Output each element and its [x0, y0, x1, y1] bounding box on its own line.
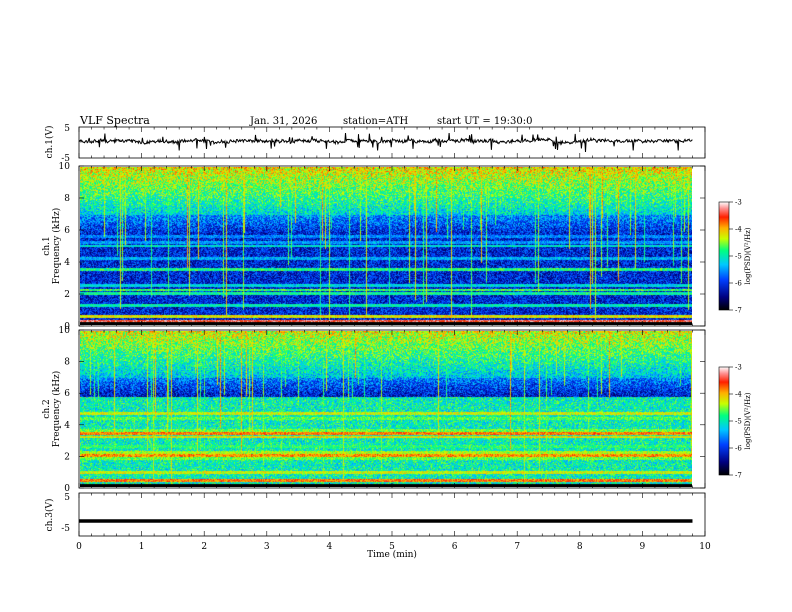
date-label: Jan. 31, 2026 [249, 116, 317, 127]
ch1-spectrogram-ytick-label: 10 [59, 162, 71, 172]
ch1-spectrogram-ytick-label: 0 [64, 322, 70, 332]
ch1-spectrogram-ytick-label: 4 [64, 258, 70, 268]
time-tick-label: 3 [264, 542, 270, 552]
ch2-spectrogram-ylabel-channel: ch.2 [42, 399, 52, 418]
ch3-ytick-5: 5 [64, 493, 70, 503]
ch1-ytick-neg5: -5 [61, 154, 70, 164]
ch2-spectrogram-ytick-label: 8 [64, 358, 70, 368]
ch2-spectrogram-panel: 0 2 4 6 8 10 ch.2 Frequency (kHz) -3 -4 -5 -6 -7 … [42, 326, 752, 494]
ch1-waveform-trace [78, 132, 693, 153]
station-label: station=ATH [343, 116, 409, 127]
ch2-spectrogram-ytick-label: 4 [64, 421, 70, 431]
ch2-colorbar-tick-label: -3 [735, 364, 742, 372]
time-tick-label: 8 [577, 542, 583, 552]
ch2-colorbar: -3 -4 -5 -6 -7 log(PSD)(V²/Hz) [718, 364, 752, 480]
ch1-waveform-ylabel: ch.1(V) [44, 126, 55, 159]
time-tick-label: 6 [452, 542, 458, 552]
time-axis-label: Time (min) [367, 549, 417, 560]
ch3-ytick-neg5: -5 [61, 524, 70, 534]
ch2-colorbar-label: log(PSD)(V²/Hz) [744, 392, 752, 449]
ch1-colorbar-label: log(PSD)(V²/Hz) [744, 227, 752, 284]
ch2-spectrogram-ytick-label: 2 [64, 452, 70, 462]
ch1-spectrogram-ylabel-channel: ch.1 [42, 236, 52, 255]
ch2-colorbar-tick-label: -7 [735, 472, 742, 480]
ch1-colorbar-tick-label: -7 [735, 307, 742, 315]
time-tick-label: 5 [389, 542, 395, 552]
ch2-colorbar-scale [718, 366, 730, 476]
ch1-colorbar: -3 -4 -5 -6 -7 log(PSD)(V²/Hz) [718, 199, 752, 315]
ch3-waveform-frame [78, 492, 706, 537]
time-tick-label: 10 [699, 542, 711, 552]
ch1-colorbar-scale [718, 201, 730, 311]
time-tick-label: 4 [327, 542, 333, 552]
ch2-colorbar-tick-label: -6 [735, 445, 742, 453]
ch1-colorbar-tick-label: -5 [735, 253, 742, 261]
ch1-spectrogram-ylabel-frequency: Frequency (kHz) [51, 208, 62, 285]
ch3-waveform-panel: 5 -5 ch.3(V) 0 1 2 3 4 5 6 7 8 9 10 Time (min) [44, 127, 711, 560]
ch1-colorbar-tick-label: -4 [735, 226, 742, 234]
ch1-colorbar-tick-label: -3 [735, 199, 742, 207]
ch1-spectrogram-ytick-label: 8 [64, 194, 70, 204]
ch3-waveform-ylabel: ch.3(V) [44, 499, 55, 532]
ch1-spectrogram-image [80, 167, 692, 325]
ch2-spectrogram-ylabel-frequency: Frequency (kHz) [51, 371, 62, 448]
figure-title: VLF Spectra [79, 114, 150, 127]
ch2-spectrogram-ytick-label: 10 [59, 326, 71, 336]
ch2-colorbar-tick-label: -5 [735, 418, 742, 426]
ch2-spectrogram-ytick-label: 6 [64, 389, 70, 399]
start-time-label: start UT = 19:30:0 [437, 116, 532, 127]
ch1-spectrogram-ytick-label: 2 [64, 290, 70, 300]
ch1-ytick-5: 5 [64, 124, 70, 134]
time-tick-label: 7 [514, 542, 520, 552]
time-tick-label: 2 [201, 542, 207, 552]
ch1-colorbar-tick-label: -6 [735, 280, 742, 288]
ch1-spectrogram-ytick-label: 6 [64, 226, 70, 236]
ch2-spectrogram-ytick-label: 0 [64, 484, 70, 494]
ch1-spectrogram-panel: 0 2 4 6 8 10 ch.1 Frequency (kHz) -3 -4 -5 -6 -7 … [42, 162, 752, 332]
figure-header: VLF Spectra Jan. 31, 2026 station=ATH st… [79, 114, 532, 127]
time-tick-label: 0 [76, 542, 82, 552]
ch2-spectrogram-image [80, 331, 692, 487]
time-tick-label: 9 [640, 542, 646, 552]
time-tick-label: 1 [139, 542, 145, 552]
ch2-colorbar-tick-label: -4 [735, 391, 742, 399]
ch1-waveform-panel: 5 -5 ch.1(V) [44, 124, 706, 164]
